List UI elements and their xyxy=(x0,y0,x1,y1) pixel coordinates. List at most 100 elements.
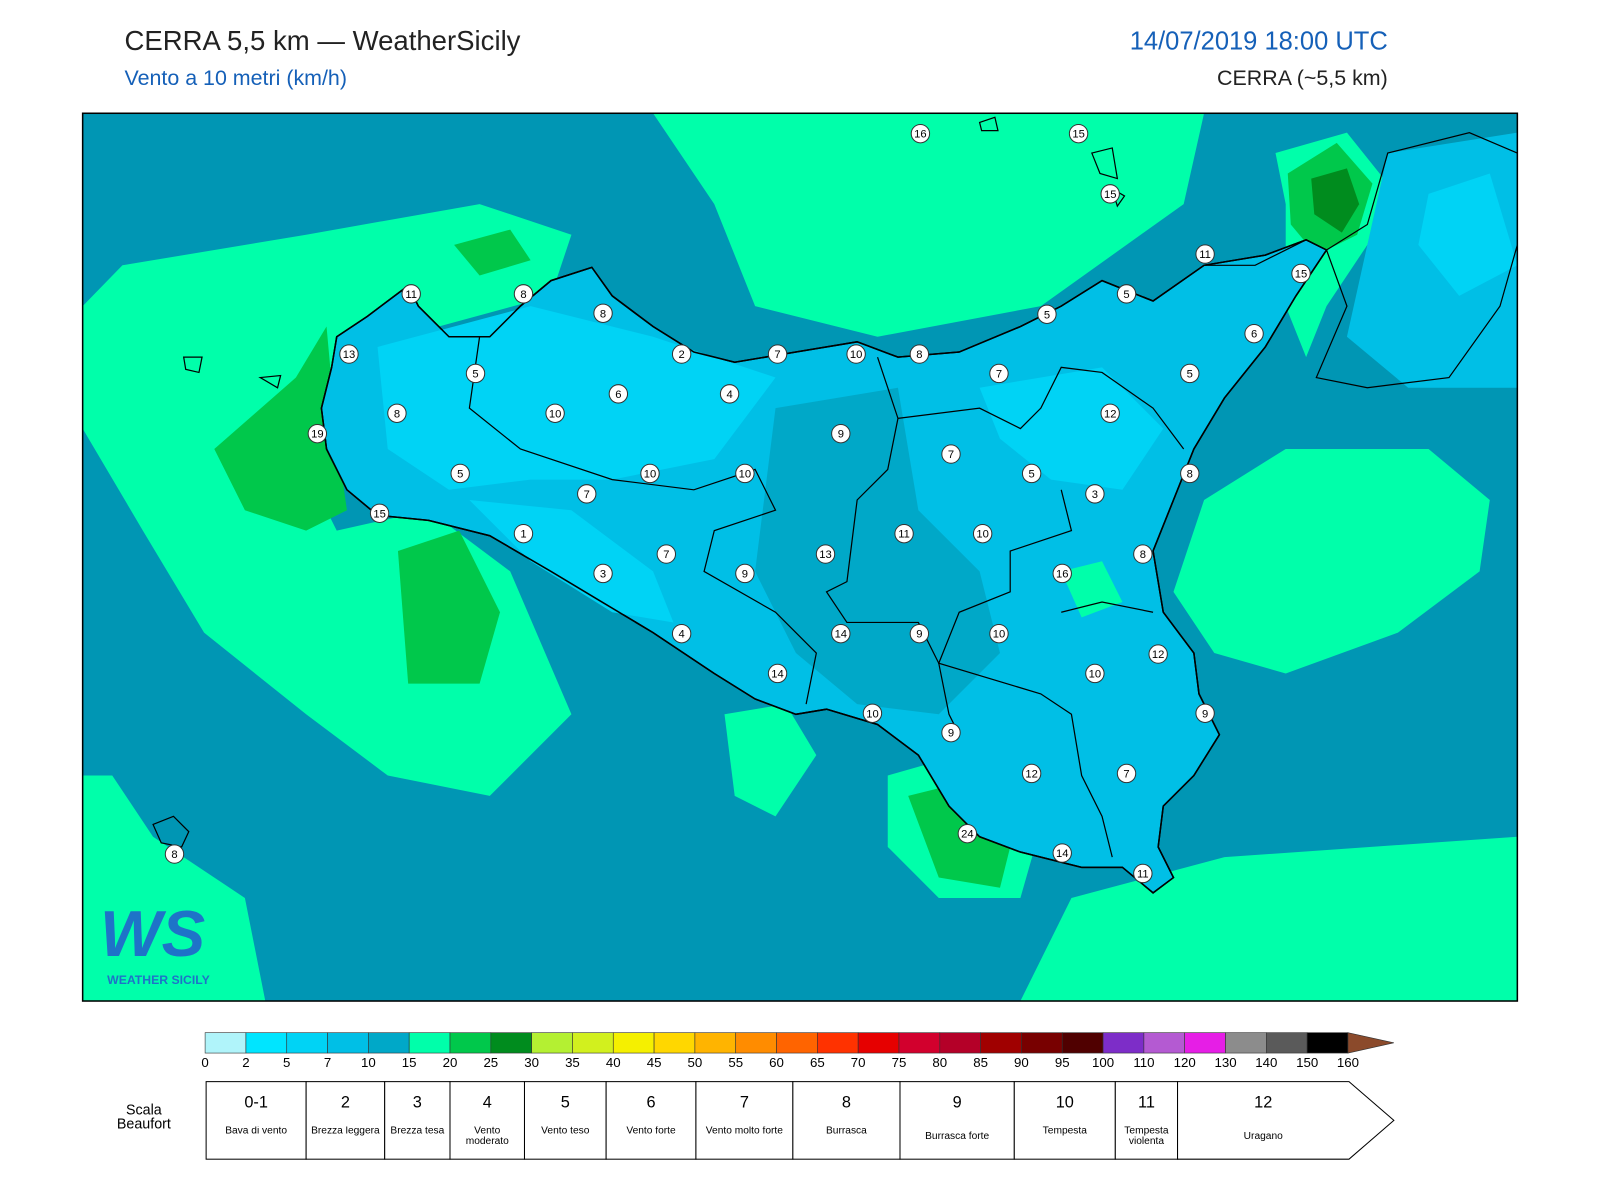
map-frame xyxy=(81,112,1519,1002)
station-marker xyxy=(909,344,930,364)
station-marker xyxy=(465,363,486,384)
station-value: 7 xyxy=(663,549,669,561)
beaufort-box xyxy=(899,1081,1015,1160)
wind-area xyxy=(979,367,1164,490)
station-marker xyxy=(1148,644,1168,664)
station-value: 14 xyxy=(1056,848,1068,860)
station-value: 9 xyxy=(742,568,748,580)
beaufort-force: 2 xyxy=(341,1093,350,1111)
station-marker xyxy=(862,703,883,723)
station-value: 8 xyxy=(520,289,526,301)
beaufort-box xyxy=(1013,1081,1116,1160)
colorbar-tick-label: 25 xyxy=(483,1055,498,1070)
colorbar-segment xyxy=(1184,1032,1226,1054)
beaufort-name: Tempesta xyxy=(1042,1126,1087,1137)
beaufort-name-box: Brezza leggera xyxy=(311,1126,380,1137)
station-marker xyxy=(941,444,961,464)
station-value: 2 xyxy=(679,349,685,361)
station-marker xyxy=(1052,563,1072,584)
station-value: 12 xyxy=(1025,768,1037,780)
station-value: 8 xyxy=(1140,549,1146,561)
colorbar-segment xyxy=(1143,1032,1185,1054)
station-marker xyxy=(910,123,931,144)
beaufort-name-box: Tempesta xyxy=(1042,1126,1087,1137)
station-value: 19 xyxy=(311,429,323,441)
colorbar-tick-label: 160 xyxy=(1337,1055,1359,1070)
model: CERRA (~5,5 km) xyxy=(1217,66,1388,90)
beaufort-box xyxy=(1177,1081,1395,1160)
station-marker xyxy=(719,384,740,404)
beaufort-name-box: Tempesta violenta xyxy=(1124,1127,1168,1147)
beaufort-name-box: Vento moderato xyxy=(466,1127,509,1147)
station-marker xyxy=(894,523,914,544)
colorbar-tick-label: 90 xyxy=(1014,1055,1029,1070)
colorbar-tick-label: 70 xyxy=(851,1055,866,1070)
station-marker xyxy=(1195,244,1215,264)
colorbar-tick-label: 7 xyxy=(324,1055,331,1070)
colorbar-segment xyxy=(817,1032,859,1054)
colorbar-segment xyxy=(694,1032,737,1054)
station-value: 11 xyxy=(1137,868,1149,880)
station-value: 5 xyxy=(472,368,478,380)
station-marker xyxy=(1244,323,1264,344)
colorbar-segment xyxy=(1061,1032,1104,1054)
beaufort-force: 4 xyxy=(483,1093,492,1111)
station-marker xyxy=(1021,463,1042,484)
colorbar-tick-label: 65 xyxy=(810,1055,825,1070)
station-marker xyxy=(1068,123,1089,144)
colorbar-segment xyxy=(1266,1032,1308,1054)
colorbar-segment xyxy=(898,1032,941,1054)
station-marker xyxy=(1021,763,1042,784)
station-marker xyxy=(1085,484,1105,504)
station-marker xyxy=(989,363,1009,384)
beaufort-force: 8 xyxy=(842,1093,851,1111)
colorbar-segment xyxy=(653,1032,696,1054)
colorbar-tick-label: 95 xyxy=(1055,1055,1070,1070)
station-marker xyxy=(735,563,755,584)
station-value: 9 xyxy=(916,629,922,641)
station-value: 6 xyxy=(1251,329,1257,341)
station-marker xyxy=(831,423,851,444)
station-marker xyxy=(767,663,788,684)
station-marker xyxy=(815,544,836,564)
colorbar-tick-label: 45 xyxy=(647,1055,662,1070)
beaufort-name-box: Bava di vento xyxy=(225,1127,287,1137)
coastline xyxy=(320,238,1328,894)
station-marker xyxy=(735,463,755,484)
beaufort-force: 3 xyxy=(413,1093,422,1111)
colorbar-tick-label: 75 xyxy=(892,1055,907,1070)
wind-area xyxy=(397,530,500,684)
subtitle: Vento a 10 metri (km/h) xyxy=(124,66,346,90)
colorbar-segment xyxy=(490,1032,532,1054)
beaufort-name-box: Vento molto forte xyxy=(706,1127,783,1137)
station-value: 8 xyxy=(171,849,177,861)
datetime: 14/07/2019 18:00 UTC xyxy=(1130,28,1388,56)
beaufort-box xyxy=(1114,1081,1179,1160)
beaufort-force: 9 xyxy=(953,1093,962,1111)
colorbar-segment xyxy=(531,1032,573,1054)
wind-area xyxy=(1173,448,1490,674)
logo: WS WEATHER SICILY xyxy=(100,897,210,987)
colorbar-segment xyxy=(1225,1032,1267,1054)
station-marker xyxy=(831,623,851,644)
station-value: 14 xyxy=(771,668,783,680)
wind-area xyxy=(1418,173,1518,296)
logo-text: WEATHER SICILY xyxy=(107,973,210,987)
station-marker xyxy=(339,344,359,364)
station-value: 16 xyxy=(914,129,926,141)
beaufort-force: 6 xyxy=(646,1093,655,1111)
logo-mark: WS xyxy=(100,897,205,970)
beaufort-name-box: Vento forte xyxy=(626,1127,675,1137)
station-marker xyxy=(1116,284,1137,304)
station-value: 4 xyxy=(726,389,732,401)
station-marker xyxy=(307,423,328,444)
station-marker xyxy=(656,544,677,564)
station-value: 11 xyxy=(405,289,417,301)
title: CERRA 5,5 km — WeatherSicily xyxy=(124,25,520,56)
beaufort-name-box: Brezza tesa xyxy=(390,1127,444,1137)
station-marker xyxy=(608,384,629,404)
station-value: 8 xyxy=(916,349,922,361)
beaufort-name: Brezza leggera xyxy=(311,1126,380,1137)
station-value: 14 xyxy=(835,629,847,641)
